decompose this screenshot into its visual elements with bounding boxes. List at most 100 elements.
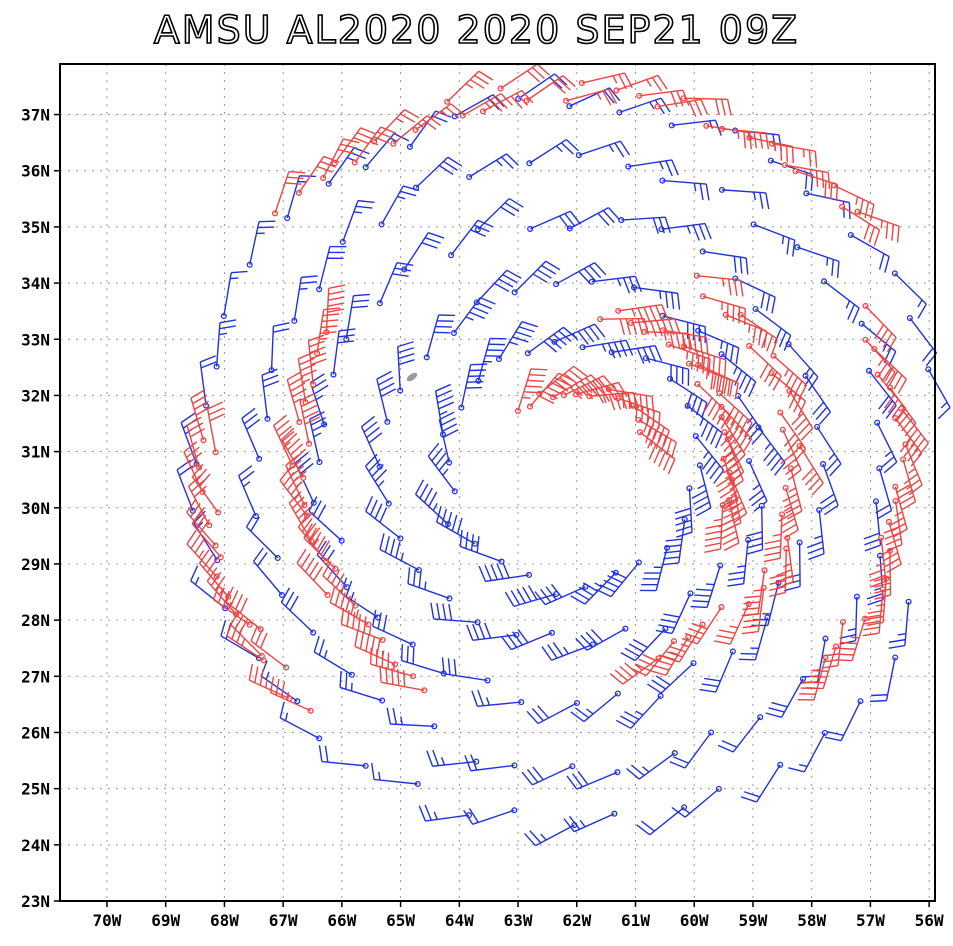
barb-feather bbox=[517, 629, 529, 644]
barb-feather bbox=[508, 197, 524, 208]
barb-shaft bbox=[927, 368, 951, 408]
barb-feather bbox=[285, 182, 302, 185]
wind-barb bbox=[765, 675, 807, 718]
barb-feather bbox=[739, 257, 743, 274]
barb-feather bbox=[707, 401, 718, 417]
barb-feather bbox=[789, 376, 799, 392]
barb-feather bbox=[371, 464, 384, 477]
barb-shaft bbox=[270, 326, 275, 371]
barb-feather bbox=[778, 331, 787, 348]
barb-half-feather bbox=[828, 453, 835, 461]
barb-feather bbox=[651, 679, 667, 690]
barb-half-feather bbox=[693, 183, 697, 192]
barb-feather bbox=[937, 406, 951, 420]
barb-feather bbox=[727, 379, 731, 397]
barb-shaft bbox=[645, 640, 675, 676]
land-blob bbox=[406, 372, 418, 382]
barb-feather bbox=[705, 425, 714, 441]
barb-feather bbox=[769, 573, 786, 579]
barb-feather bbox=[441, 657, 445, 674]
barb-feather bbox=[230, 590, 239, 606]
y-tick-label: 27N bbox=[21, 667, 50, 686]
barb-feather bbox=[622, 277, 631, 294]
wind-barb bbox=[400, 644, 447, 677]
wind-barb bbox=[865, 367, 897, 419]
barb-feather bbox=[710, 428, 719, 445]
barb-shaft bbox=[342, 200, 359, 243]
barb-feather bbox=[869, 699, 887, 703]
barb-feather bbox=[608, 394, 616, 411]
barb-feather bbox=[588, 326, 600, 341]
barb-feather bbox=[645, 395, 649, 413]
barb-half-feather bbox=[400, 552, 404, 561]
wind-barb bbox=[478, 562, 533, 583]
barb-feather bbox=[222, 590, 230, 607]
barb-shaft bbox=[671, 119, 716, 127]
barb-half-feather bbox=[319, 337, 328, 340]
x-tick-label: 69W bbox=[151, 911, 180, 930]
barb-feather bbox=[525, 385, 543, 388]
barb-feather bbox=[665, 160, 673, 177]
wind-barb bbox=[693, 272, 744, 297]
barb-feather bbox=[619, 340, 628, 357]
barb-half-feather bbox=[737, 565, 746, 568]
barb-feather bbox=[427, 442, 440, 457]
barb-feather bbox=[255, 629, 263, 645]
barb-feather bbox=[650, 429, 657, 447]
barb-shaft bbox=[779, 412, 807, 450]
wind-barb bbox=[595, 559, 642, 598]
barb-feather bbox=[379, 382, 395, 392]
barb-feather bbox=[738, 306, 741, 324]
barb-half-feather bbox=[563, 646, 569, 655]
barb-half-feather bbox=[635, 710, 644, 716]
barb-half-feather bbox=[784, 368, 790, 377]
barb-feather bbox=[435, 110, 452, 118]
barb-feather bbox=[772, 375, 782, 391]
barb-feather bbox=[721, 739, 738, 748]
barb-feather bbox=[273, 322, 290, 327]
barb-shaft bbox=[199, 361, 207, 406]
barb-feather bbox=[297, 506, 311, 520]
barb-feather bbox=[379, 533, 385, 550]
barb-feather bbox=[763, 331, 768, 348]
barb-feather bbox=[662, 430, 670, 447]
barb-feather bbox=[527, 585, 538, 601]
barb-feather bbox=[566, 775, 578, 790]
barb-feather bbox=[313, 384, 329, 395]
barb-feather bbox=[301, 275, 318, 279]
barb-feather bbox=[751, 495, 765, 507]
barb-shaft bbox=[837, 621, 844, 666]
barb-feather bbox=[746, 531, 763, 537]
barb-feather bbox=[723, 542, 740, 552]
barb-feather bbox=[922, 347, 934, 362]
barb-feather bbox=[465, 532, 469, 549]
barb-feather bbox=[278, 425, 293, 437]
barb-feather bbox=[864, 201, 870, 219]
blue-wind-barbs bbox=[176, 73, 951, 847]
barb-feather bbox=[400, 644, 404, 661]
barb-shaft bbox=[279, 717, 320, 739]
barb-feather bbox=[470, 754, 478, 771]
barb-feather bbox=[568, 369, 583, 381]
barb-shaft bbox=[632, 405, 670, 432]
barb-shaft bbox=[584, 572, 617, 605]
barb-feather bbox=[188, 452, 203, 464]
barb-feather bbox=[294, 501, 308, 515]
wind-barb bbox=[273, 414, 296, 469]
barb-shaft bbox=[813, 657, 827, 701]
barb-feather bbox=[326, 565, 336, 581]
wind-barb bbox=[364, 453, 392, 507]
barb-half-feather bbox=[194, 576, 200, 585]
barb-feather bbox=[400, 113, 416, 123]
barb-half-feather bbox=[378, 771, 381, 781]
barb-feather bbox=[523, 391, 541, 394]
barb-feather bbox=[543, 340, 558, 353]
barb-shaft bbox=[527, 326, 564, 354]
wind-barb bbox=[245, 512, 281, 562]
barb-feather bbox=[478, 565, 487, 582]
barb-half-feather bbox=[198, 550, 205, 558]
barb-feather bbox=[888, 644, 905, 649]
barb-feather bbox=[521, 320, 538, 328]
barb-shaft bbox=[865, 305, 897, 339]
wind-barb bbox=[722, 311, 768, 348]
